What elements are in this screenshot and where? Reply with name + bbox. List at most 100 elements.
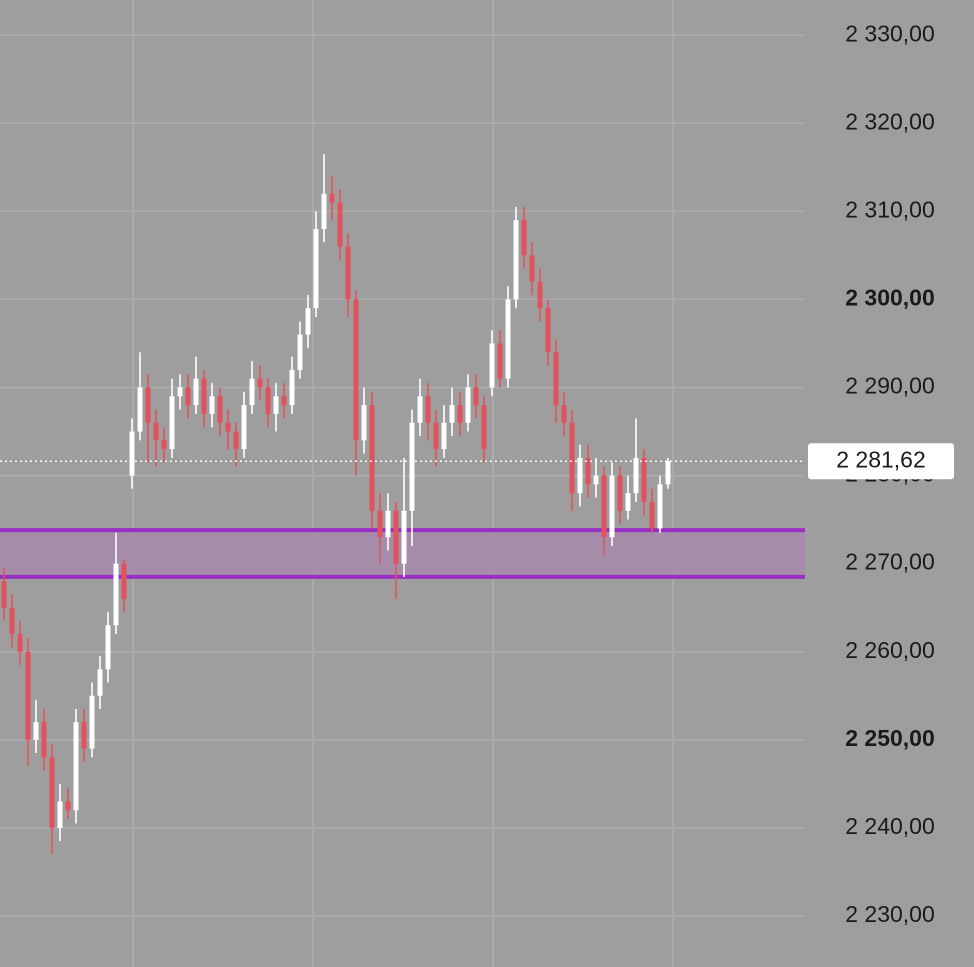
candle-body (601, 475, 607, 538)
candle-body (361, 405, 367, 441)
candle-body (553, 352, 559, 406)
candle-body (193, 378, 199, 406)
candle-body (305, 308, 311, 335)
candle-body (33, 722, 39, 740)
candle-body (233, 431, 239, 450)
candle-body (353, 299, 359, 441)
candle-body (225, 422, 231, 432)
candle-body (65, 801, 71, 811)
candle-body (185, 387, 191, 406)
candle-body (281, 396, 287, 406)
candle-body (345, 246, 351, 300)
candle-body (297, 334, 303, 370)
candle-body (73, 722, 79, 811)
candle-body (441, 422, 447, 450)
candle-body (657, 484, 663, 529)
candle-body (665, 461, 671, 485)
candle-body (129, 431, 135, 476)
candle-body (641, 457, 647, 502)
candle-body (433, 422, 439, 450)
candle-body (1, 581, 7, 608)
candle-body (337, 202, 343, 247)
candle-body (113, 563, 119, 626)
candle-body (609, 475, 615, 538)
y-tick-label: 2 330,00 (845, 20, 935, 46)
candle-body (145, 387, 151, 423)
candle-body (529, 255, 535, 282)
candle-body (569, 422, 575, 494)
candle-body (209, 396, 215, 414)
candle-body (505, 299, 511, 379)
candle-body (561, 405, 567, 423)
candle-body (465, 387, 471, 423)
candle-body (457, 405, 463, 423)
candle-body (497, 343, 503, 379)
candle-body (265, 387, 271, 414)
y-tick-label: 2 240,00 (845, 813, 935, 839)
candle-body (321, 193, 327, 229)
candle-body (473, 387, 479, 406)
y-tick-label: 2 300,00 (845, 285, 935, 311)
candle-body (489, 343, 495, 388)
candle-body (105, 625, 111, 670)
y-tick-label: 2 270,00 (845, 549, 935, 575)
candle-body (313, 228, 319, 309)
candle-body (137, 387, 143, 432)
candle-body (385, 510, 391, 538)
candle-body (593, 475, 599, 485)
candle-body (329, 193, 335, 203)
y-tick-label: 2 250,00 (845, 725, 935, 751)
candle-body (273, 396, 279, 414)
y-tick-label: 2 290,00 (845, 373, 935, 399)
candle-body (17, 634, 23, 652)
candle-body (169, 396, 175, 450)
candle-body (617, 475, 623, 511)
candle-body (369, 405, 375, 511)
candle-body (409, 422, 415, 511)
candle-body (545, 308, 551, 353)
candle-body (289, 369, 295, 406)
candle-body (41, 722, 47, 758)
candle-body (9, 607, 15, 635)
y-tick-label: 2 310,00 (845, 196, 935, 222)
candle-body (121, 563, 127, 599)
candle-body (257, 378, 263, 388)
candle-body (377, 510, 383, 538)
candle-body (89, 695, 95, 749)
candle-body (481, 405, 487, 450)
candle-body (585, 457, 591, 485)
candle-body (81, 722, 87, 749)
time-grid (132, 0, 674, 967)
candle-body (25, 651, 31, 740)
candle-body (201, 378, 207, 414)
candle-body (625, 493, 631, 511)
candle-body (425, 396, 431, 423)
candle-body (401, 510, 407, 564)
y-tick-label: 2 230,00 (845, 901, 935, 927)
candle-body (417, 396, 423, 423)
candle-body (537, 281, 543, 309)
candle-body (177, 387, 183, 397)
y-tick-label: 2 320,00 (845, 108, 935, 134)
candle-body (97, 669, 103, 696)
last-price-label: 2 281,62 (836, 446, 926, 472)
candle-body (249, 378, 255, 406)
candle-body (153, 422, 159, 441)
candle-body (241, 405, 247, 450)
y-tick-label: 2 260,00 (845, 637, 935, 663)
candle-body (161, 440, 167, 450)
candle-body (449, 405, 455, 423)
candle-body (217, 396, 223, 423)
candle-body (577, 457, 583, 494)
candle-body (49, 757, 55, 828)
candle-body (521, 220, 527, 256)
candle-body (649, 501, 655, 529)
candle-body (57, 801, 63, 828)
candle-body (393, 510, 399, 564)
candle-body (513, 220, 519, 300)
last-price-box (808, 443, 954, 480)
candle-body (633, 457, 639, 494)
